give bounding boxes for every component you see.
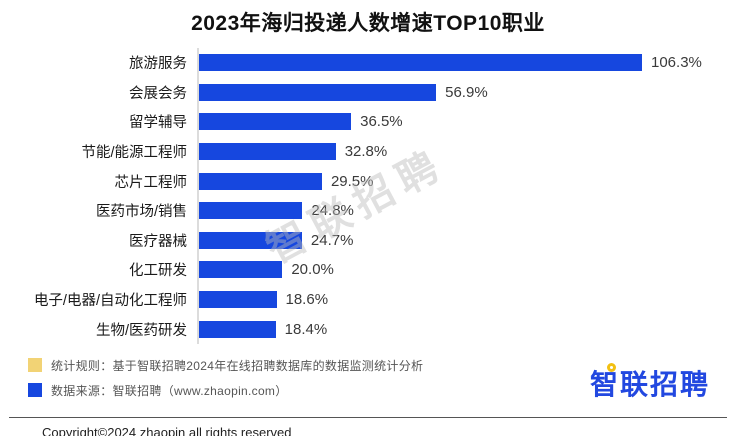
note-text: 统计规则：基于智联招聘2024年在线招聘数据库的数据监测统计分析 xyxy=(51,358,424,373)
bar-track: 20.0% xyxy=(197,255,736,285)
category-label: 芯片工程师 xyxy=(114,174,188,191)
bar-row: 旅游服务 106.3% xyxy=(0,48,736,78)
bar-row: 化工研发 20.0% xyxy=(0,255,736,285)
bar-row: 生物/医药研发 18.4% xyxy=(0,314,736,344)
logo-text: 智联招聘 xyxy=(589,368,710,400)
yellow-swatch-icon xyxy=(28,358,42,373)
value-label: 18.4% xyxy=(284,320,328,338)
bar-track: 29.5% xyxy=(197,166,736,196)
bar-track: 106.3% xyxy=(197,48,736,78)
logo-ring-icon xyxy=(606,362,616,372)
bar xyxy=(199,113,352,131)
note-statistic-rule: 统计规则：基于智联招聘2024年在线招聘数据库的数据监测统计分析 xyxy=(28,357,423,374)
bar-row: 会展会务 56.9% xyxy=(0,77,736,108)
bar-row: 医疗器械 24.7% xyxy=(0,225,736,256)
category-label: 会展会务 xyxy=(129,85,187,102)
category-label: 化工研发 xyxy=(129,263,187,280)
value-label: 32.8% xyxy=(344,143,388,161)
value-label: 24.8% xyxy=(311,202,354,220)
bar-chart: 智联招聘 旅游服务 106.3% 会展会务 56.9% 留学辅导 36.5% 节能/能源工程… xyxy=(0,48,736,344)
value-label: 56.9% xyxy=(445,83,488,101)
note-text: 数据来源：智联招聘（www.zhaopin.com） xyxy=(51,383,288,398)
bar-track: 24.8% xyxy=(197,195,736,226)
bar xyxy=(199,172,322,190)
bar-row: 留学辅导 36.5% xyxy=(0,107,736,137)
category-label: 医疗器械 xyxy=(129,233,187,250)
note-data-source: 数据来源：智联招聘（www.zhaopin.com） xyxy=(28,382,423,399)
bar xyxy=(199,83,437,101)
value-label: 106.3% xyxy=(651,54,702,72)
zhaopin-logo: 智联招聘 xyxy=(589,362,710,403)
page-title: 2023年海归投递人数增速TOP10职业 xyxy=(191,12,545,35)
bar xyxy=(199,54,642,72)
bar-track: 18.6% xyxy=(197,284,736,315)
category-label: 医药市场/销售 xyxy=(95,204,187,221)
blue-swatch-icon xyxy=(28,383,42,398)
category-label: 节能/能源工程师 xyxy=(81,145,187,162)
bar xyxy=(199,320,276,338)
bar-track: 56.9% xyxy=(197,77,736,108)
category-label: 生物/医药研发 xyxy=(95,322,187,339)
bar xyxy=(199,291,277,309)
value-label: 18.6% xyxy=(285,291,329,309)
bar xyxy=(199,261,283,279)
value-label: 20.0% xyxy=(291,261,334,279)
bar xyxy=(199,231,302,249)
category-label: 电子/电器/自动化工程师 xyxy=(33,293,187,310)
bar-track: 32.8% xyxy=(197,136,736,167)
bar xyxy=(199,143,336,161)
value-label: 36.5% xyxy=(360,113,403,131)
bar xyxy=(199,202,303,220)
bar-track: 24.7% xyxy=(197,225,736,256)
bar-rows: 旅游服务 106.3% 会展会务 56.9% 留学辅导 36.5% 节能/能源工程师 32.8… xyxy=(0,48,736,344)
value-label: 29.5% xyxy=(330,172,374,190)
chart-footer: 统计规则：基于智联招聘2024年在线招聘数据库的数据监测统计分析 数据来源：智联… xyxy=(0,357,736,407)
bar-track: 36.5% xyxy=(197,107,736,137)
value-label: 24.7% xyxy=(310,231,354,249)
bar-track: 18.4% xyxy=(197,314,736,344)
bar-row: 医药市场/销售 24.8% xyxy=(0,195,736,226)
bar-row: 电子/电器/自动化工程师 18.6% xyxy=(0,284,736,315)
footer-divider xyxy=(9,416,727,418)
bar-row: 芯片工程师 29.5% xyxy=(0,166,736,196)
bar-row: 节能/能源工程师 32.8% xyxy=(0,136,736,167)
source-notes: 统计规则：基于智联招聘2024年在线招聘数据库的数据监测统计分析 数据来源：智联… xyxy=(28,357,423,407)
category-label: 旅游服务 xyxy=(129,56,187,73)
copyright-text: Copyright©2024 zhaopin all rights reserv… xyxy=(42,424,292,436)
category-label: 留学辅导 xyxy=(129,115,187,132)
